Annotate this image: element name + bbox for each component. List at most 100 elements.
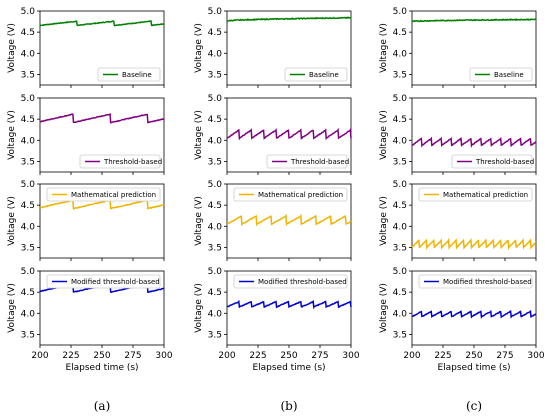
y-tick-label: 5.0 — [393, 180, 408, 190]
legend-label: Threshold-based — [290, 158, 349, 166]
panel-2-3 — [409, 270, 537, 348]
panel-2-0 — [409, 10, 537, 88]
y-tick-label: 5.0 — [21, 267, 36, 277]
legend-label: Mathematical prediction — [258, 191, 343, 199]
legend-label: Threshold-based — [103, 158, 162, 166]
y-tick-label: 5.0 — [393, 267, 408, 277]
y-tick-label: 3.5 — [393, 70, 407, 80]
x-tick-label: 200 — [31, 351, 48, 361]
y-tick-label: 4.0 — [393, 222, 408, 232]
legend-box — [418, 274, 533, 289]
y-tick-label: 4.0 — [21, 309, 36, 319]
y-tick-label: 3.5 — [393, 243, 407, 253]
x-axis-label: Elapsed time (s) — [437, 363, 510, 373]
y-tick-label: 4.0 — [208, 136, 223, 146]
y-axis-label: Voltage (V) — [7, 196, 17, 246]
series-line — [40, 112, 165, 124]
y-axis-label: Voltage (V) — [7, 110, 17, 160]
y-tick-label: 5.0 — [21, 180, 36, 190]
legend-box — [46, 274, 161, 289]
column-caption: (b) — [280, 399, 297, 413]
legend-label: Modified threshold-based — [258, 278, 347, 286]
y-tick-label: 4.0 — [208, 222, 223, 232]
y-axis-label: Voltage (V) — [379, 283, 389, 333]
y-tick-label: 4.5 — [393, 288, 407, 298]
series-line — [411, 237, 537, 251]
column-caption: (c) — [466, 399, 482, 413]
y-tick-label: 3.5 — [393, 330, 407, 340]
legend-box — [233, 274, 348, 289]
y-tick-label: 3.5 — [208, 243, 222, 253]
x-tick-label: 225 — [434, 351, 451, 361]
panel-0-2 — [37, 183, 165, 261]
panel-2-1 — [409, 97, 537, 175]
legend-box — [79, 154, 161, 169]
y-tick-label: 3.5 — [208, 157, 222, 167]
legend-box — [284, 67, 348, 82]
x-tick-label: 300 — [155, 351, 172, 361]
panel-1-0 — [224, 10, 352, 88]
y-axis-label: Voltage (V) — [379, 110, 389, 160]
y-tick-label: 4.0 — [393, 136, 408, 146]
y-axis-label: Voltage (V) — [194, 23, 204, 73]
legend-label: Mathematical prediction — [71, 191, 156, 199]
legend-label: Baseline — [122, 71, 152, 79]
y-axis-label: Voltage (V) — [7, 23, 17, 73]
series-line — [226, 127, 352, 141]
y-tick-label: 4.5 — [21, 201, 35, 211]
series-line — [411, 309, 537, 320]
y-tick-label: 4.5 — [208, 28, 222, 38]
series-line — [411, 17, 537, 23]
legend-label: Mathematical prediction — [443, 191, 528, 199]
series-line — [226, 213, 352, 227]
panel-1-3 — [224, 270, 352, 348]
y-axis-label: Voltage (V) — [379, 23, 389, 73]
panel-0-0 — [37, 10, 165, 88]
y-axis-label: Voltage (V) — [379, 196, 389, 246]
y-tick-label: 4.0 — [21, 49, 36, 59]
x-tick-label: 200 — [218, 351, 235, 361]
y-axis-label: Voltage (V) — [194, 283, 204, 333]
panel-1-2 — [224, 183, 352, 261]
panel-0-1 — [37, 97, 165, 175]
y-tick-label: 4.0 — [208, 309, 223, 319]
y-tick-label: 4.0 — [393, 309, 408, 319]
y-tick-label: 4.5 — [393, 28, 407, 38]
x-tick-label: 250 — [465, 351, 482, 361]
y-tick-label: 3.5 — [21, 243, 35, 253]
y-tick-label: 4.5 — [21, 28, 35, 38]
y-tick-label: 4.5 — [21, 115, 35, 125]
panel-2-2 — [409, 183, 537, 261]
legend-label: Baseline — [309, 71, 339, 79]
y-tick-label: 4.5 — [208, 115, 222, 125]
legend-box — [266, 154, 348, 169]
panel-1-1 — [224, 97, 352, 175]
legend-box — [451, 154, 533, 169]
x-tick-label: 250 — [93, 351, 110, 361]
y-tick-label: 4.5 — [208, 201, 222, 211]
y-tick-label: 3.5 — [208, 330, 222, 340]
y-tick-label: 5.0 — [208, 180, 223, 190]
y-tick-label: 5.0 — [208, 7, 223, 17]
legend-box — [233, 187, 348, 202]
panel-0-3 — [37, 270, 165, 348]
y-tick-label: 4.5 — [393, 201, 407, 211]
y-tick-label: 4.5 — [393, 115, 407, 125]
y-tick-label: 4.0 — [21, 222, 36, 232]
legend-box — [97, 67, 161, 82]
y-tick-label: 3.5 — [21, 70, 35, 80]
x-axis-label: Elapsed time (s) — [252, 363, 325, 373]
y-tick-label: 4.0 — [393, 49, 408, 59]
y-tick-label: 5.0 — [208, 94, 223, 104]
y-tick-label: 3.5 — [21, 157, 35, 167]
y-axis-label: Voltage (V) — [194, 110, 204, 160]
legend-label: Modified threshold-based — [443, 278, 532, 286]
y-tick-label: 4.5 — [208, 288, 222, 298]
x-tick-label: 200 — [403, 351, 420, 361]
x-tick-label: 300 — [527, 351, 544, 361]
x-tick-label: 275 — [124, 351, 141, 361]
x-tick-label: 275 — [311, 351, 328, 361]
x-tick-label: 250 — [280, 351, 297, 361]
legend-box — [46, 187, 161, 202]
